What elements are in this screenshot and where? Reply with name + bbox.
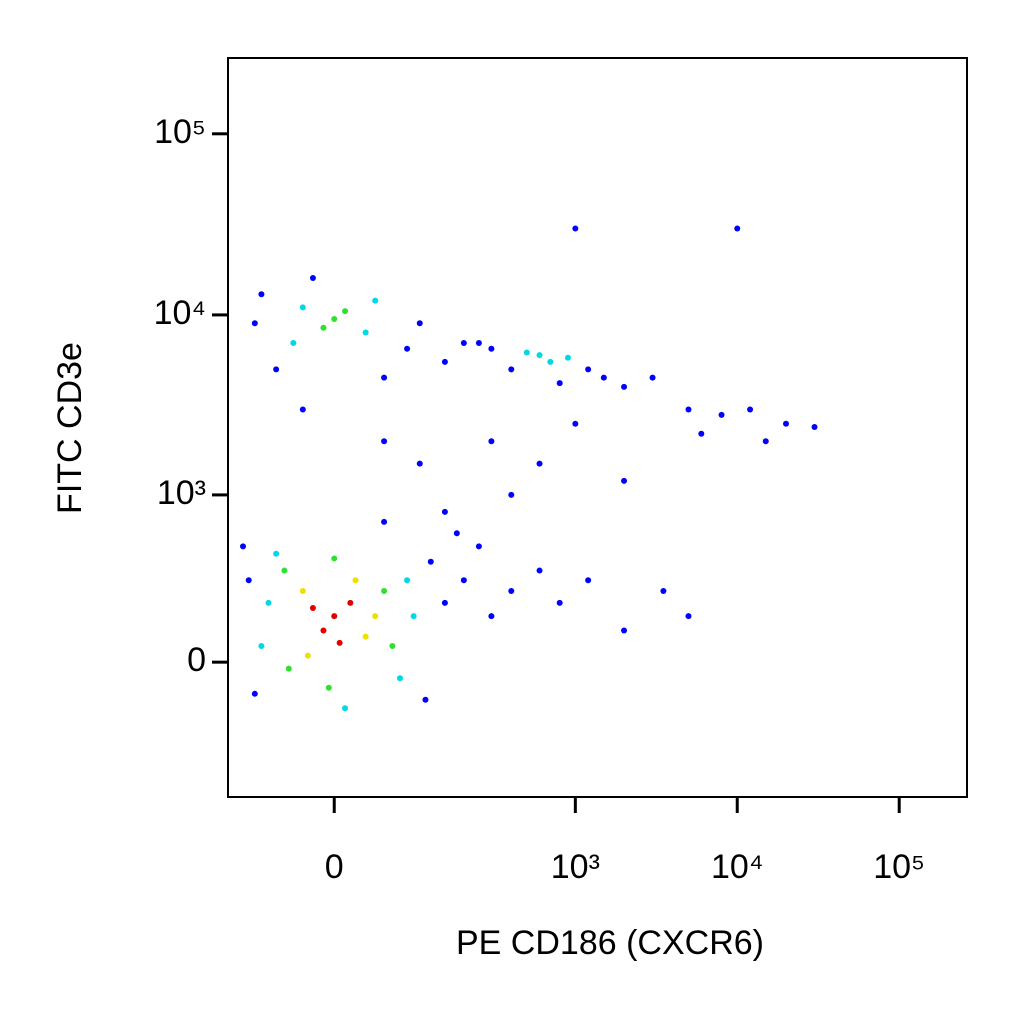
data-point bbox=[427, 558, 434, 565]
data-point bbox=[381, 588, 388, 595]
data-point bbox=[747, 406, 754, 413]
data-point bbox=[660, 588, 667, 595]
y-tick-label: 0 bbox=[187, 641, 206, 679]
data-point bbox=[342, 705, 349, 712]
data-point bbox=[258, 291, 265, 298]
data-point bbox=[508, 366, 515, 373]
data-point bbox=[416, 320, 423, 327]
data-point bbox=[621, 477, 628, 484]
data-point bbox=[381, 438, 388, 445]
x-axis-label: PE CD186 (CXCR6) bbox=[456, 924, 764, 962]
data-point bbox=[290, 339, 297, 346]
data-point bbox=[285, 665, 292, 672]
data-point bbox=[621, 383, 628, 390]
plot-frame bbox=[227, 57, 968, 798]
x-tick-label: 10⁵ bbox=[873, 848, 925, 886]
data-point bbox=[536, 460, 543, 467]
data-point bbox=[441, 358, 448, 365]
data-point bbox=[685, 406, 692, 413]
data-point bbox=[585, 366, 592, 373]
y-axis-label: FITC CD3e bbox=[51, 342, 89, 514]
data-point bbox=[508, 588, 515, 595]
data-point bbox=[336, 639, 343, 646]
y-tick-label: 10⁵ bbox=[154, 113, 206, 151]
data-point bbox=[309, 605, 316, 612]
x-tick-label: 10³ bbox=[551, 848, 600, 886]
data-point bbox=[251, 690, 258, 697]
data-point bbox=[698, 430, 705, 437]
data-point bbox=[621, 627, 628, 634]
data-point bbox=[240, 543, 247, 550]
x-tick-label: 0 bbox=[325, 848, 344, 886]
data-point bbox=[320, 324, 327, 331]
data-point bbox=[441, 599, 448, 606]
data-point bbox=[734, 225, 741, 232]
data-point bbox=[600, 374, 607, 381]
data-point bbox=[564, 354, 571, 361]
data-point bbox=[299, 304, 306, 311]
data-point bbox=[352, 577, 359, 584]
data-point bbox=[404, 345, 411, 352]
data-point bbox=[718, 411, 725, 418]
data-point bbox=[331, 555, 338, 562]
data-point bbox=[488, 345, 495, 352]
data-point bbox=[251, 320, 258, 327]
data-point bbox=[782, 420, 789, 427]
data-point bbox=[281, 567, 288, 574]
data-point bbox=[547, 358, 554, 365]
y-tick-label: 10⁴ bbox=[154, 294, 206, 332]
data-point bbox=[649, 374, 656, 381]
data-point bbox=[475, 543, 482, 550]
data-point bbox=[320, 627, 327, 634]
data-point bbox=[811, 423, 818, 430]
data-point bbox=[572, 225, 579, 232]
data-point bbox=[362, 329, 369, 336]
data-point bbox=[460, 577, 467, 584]
data-point bbox=[299, 406, 306, 413]
data-point bbox=[685, 613, 692, 620]
data-point bbox=[381, 374, 388, 381]
data-point bbox=[265, 599, 272, 606]
y-tick-label: 10³ bbox=[157, 474, 206, 512]
data-point bbox=[362, 633, 369, 640]
data-point bbox=[460, 339, 467, 346]
data-point bbox=[347, 599, 354, 606]
data-point bbox=[422, 696, 429, 703]
data-point bbox=[441, 508, 448, 515]
data-point bbox=[381, 518, 388, 525]
data-point bbox=[536, 352, 543, 359]
x-tick-label: 10⁴ bbox=[711, 848, 763, 886]
data-point bbox=[389, 643, 396, 650]
data-point bbox=[372, 297, 379, 304]
data-point bbox=[508, 491, 515, 498]
data-point bbox=[556, 380, 563, 387]
data-point bbox=[331, 315, 338, 322]
data-point bbox=[488, 438, 495, 445]
data-point bbox=[572, 420, 579, 427]
data-point bbox=[523, 349, 530, 356]
data-point bbox=[273, 366, 280, 373]
data-point bbox=[304, 652, 311, 659]
data-point bbox=[536, 567, 543, 574]
data-point bbox=[372, 613, 379, 620]
data-point bbox=[762, 438, 769, 445]
data-point bbox=[245, 577, 252, 584]
data-point bbox=[475, 339, 482, 346]
data-point bbox=[325, 684, 332, 691]
data-point bbox=[396, 675, 403, 682]
data-point bbox=[585, 577, 592, 584]
data-point bbox=[258, 643, 265, 650]
data-point bbox=[556, 599, 563, 606]
data-point bbox=[299, 588, 306, 595]
data-point bbox=[331, 613, 338, 620]
data-point bbox=[416, 460, 423, 467]
data-point bbox=[309, 274, 316, 281]
data-point bbox=[453, 530, 460, 537]
data-point bbox=[410, 613, 417, 620]
data-point bbox=[342, 308, 349, 315]
data-point bbox=[488, 613, 495, 620]
data-point bbox=[404, 577, 411, 584]
data-point bbox=[273, 550, 280, 557]
